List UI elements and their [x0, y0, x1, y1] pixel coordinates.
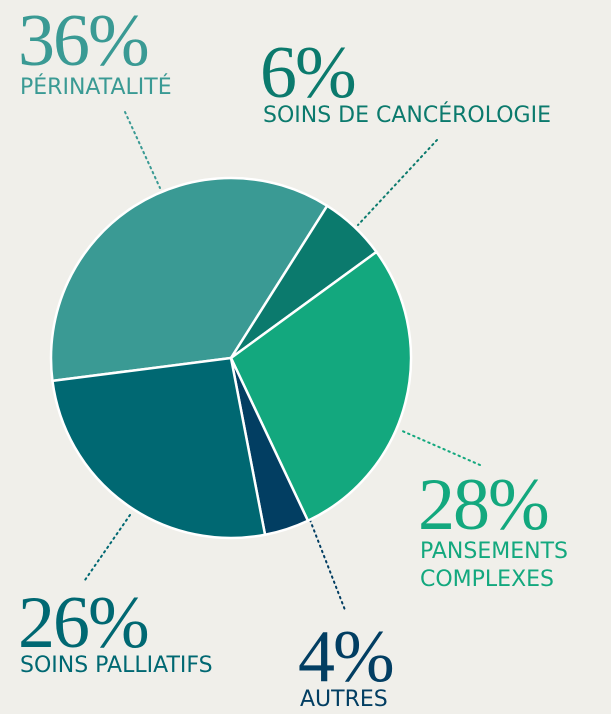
- leader-line: [84, 514, 131, 581]
- category-label: SOINS PALLIATIFS: [20, 653, 213, 678]
- value-label: 36%: [18, 0, 150, 82]
- pie: [49, 176, 413, 540]
- value-label: 6%: [260, 32, 357, 114]
- leader-line: [309, 519, 346, 611]
- value-label: 26%: [18, 582, 150, 664]
- pie-slice: [51, 356, 267, 540]
- pie-slice: [229, 250, 413, 522]
- pie-slice: [49, 176, 329, 383]
- leader-line: [399, 429, 481, 466]
- leaders: [84, 111, 481, 611]
- value-label: 28%: [418, 464, 550, 546]
- value-label: 4%: [298, 616, 395, 698]
- category-label: SOINS DE CANCÉROLOGIE: [263, 103, 551, 128]
- leader-line: [357, 139, 438, 226]
- category-label: AUTRES: [300, 687, 388, 712]
- category-label: PANSEMENTS COMPLEXES: [420, 539, 568, 592]
- category-label: PÉRINATALITÉ: [20, 75, 172, 100]
- leader-line: [124, 111, 161, 189]
